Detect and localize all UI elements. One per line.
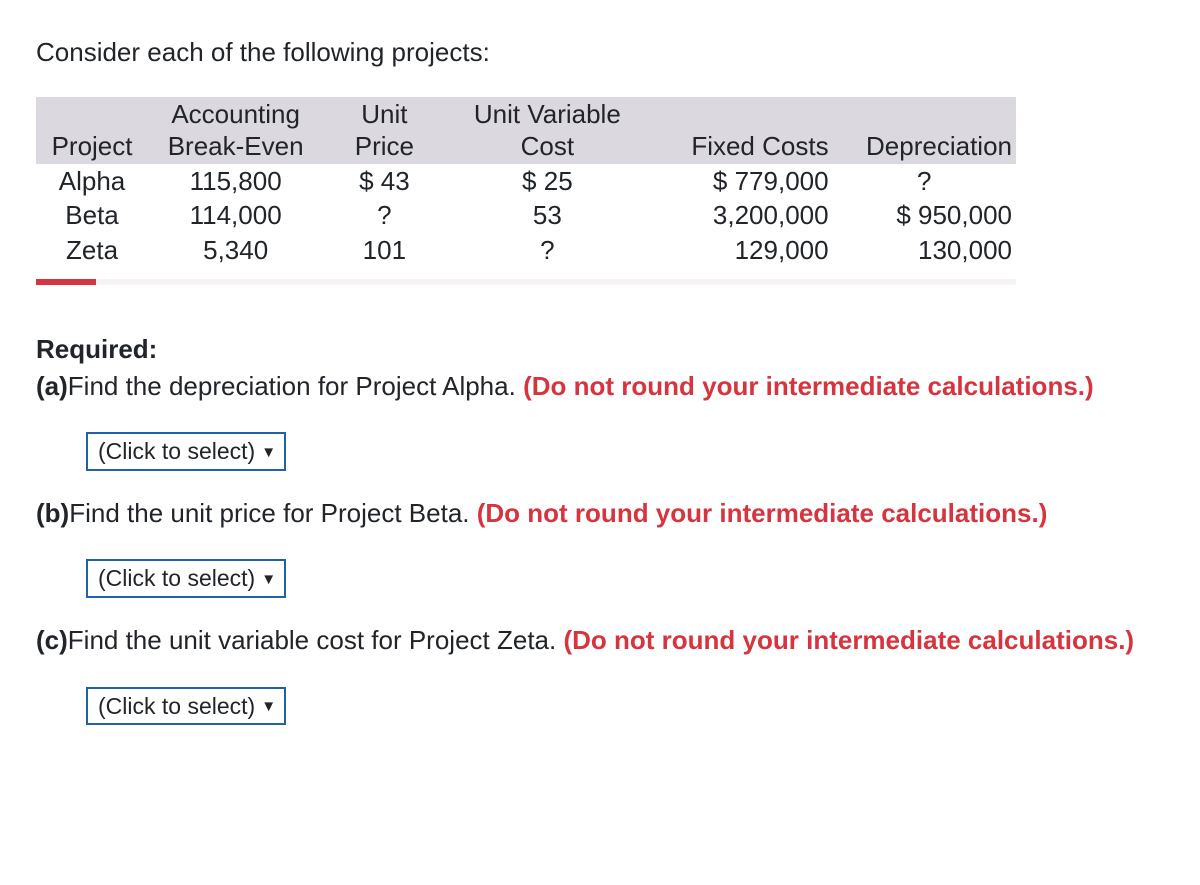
required-heading: Required: [36, 333, 1164, 366]
col-header: Unit Price [323, 97, 445, 164]
select-placeholder: (Click to select) [98, 692, 255, 721]
table-header: Project Accounting Break-Even Unit Price… [36, 97, 1016, 164]
cell-abe: 5,340 [148, 233, 323, 268]
part-hint: (Do not round your intermediate calculat… [477, 498, 1048, 528]
part-hint: (Do not round your intermediate calculat… [563, 625, 1134, 655]
projects-table: Project Accounting Break-Even Unit Price… [36, 97, 1016, 268]
cell-up: ? [323, 198, 445, 233]
part-text: Find the unit variable cost for Project … [68, 625, 564, 655]
data-table-wrap: Project Accounting Break-Even Unit Price… [36, 97, 1164, 286]
part-label: (c) [36, 625, 68, 655]
chevron-down-icon: ▼ [261, 572, 276, 587]
answer-select-a[interactable]: (Click to select) ▼ [86, 432, 286, 471]
col-header: Fixed Costs [649, 97, 832, 164]
cell-dep: ? [833, 164, 1016, 199]
part-text: Find the unit price for Project Beta. [69, 498, 477, 528]
cell-uvc: 53 [445, 198, 649, 233]
cell-up: $ 43 [323, 164, 445, 199]
cell-project: Alpha [36, 164, 148, 199]
cell-project: Zeta [36, 233, 148, 268]
table-row: Zeta 5,340 101 ? 129,000 130,000 [36, 233, 1016, 268]
select-placeholder: (Click to select) [98, 564, 255, 593]
answer-select-c[interactable]: (Click to select) ▼ [86, 687, 286, 726]
col-header: Accounting Break-Even [148, 97, 323, 164]
cell-abe: 114,000 [148, 198, 323, 233]
answer-select-b[interactable]: (Click to select) ▼ [86, 559, 286, 598]
table-row: Beta 114,000 ? 53 3,200,000 $ 950,000 [36, 198, 1016, 233]
select-placeholder: (Click to select) [98, 437, 255, 466]
part-hint: (Do not round your intermediate calculat… [523, 371, 1094, 401]
col-header: Unit Variable Cost [445, 97, 649, 164]
table-accent-bar [36, 279, 1016, 285]
cell-fc: 3,200,000 [649, 198, 832, 233]
cell-fc: 129,000 [649, 233, 832, 268]
part-label: (b) [36, 498, 69, 528]
cell-up: 101 [323, 233, 445, 268]
chevron-down-icon: ▼ [261, 445, 276, 460]
cell-abe: 115,800 [148, 164, 323, 199]
part-label: (a) [36, 371, 68, 401]
cell-dep: $ 950,000 [833, 198, 1016, 233]
chevron-down-icon: ▼ [261, 699, 276, 714]
part-text: Find the depreciation for Project Alpha. [68, 371, 523, 401]
cell-project: Beta [36, 198, 148, 233]
part-b: (b)Find the unit price for Project Beta.… [36, 497, 1164, 530]
part-a: (a)Find the depreciation for Project Alp… [36, 370, 1164, 403]
table-row: Alpha 115,800 $ 43 $ 25 $ 779,000 ? [36, 164, 1016, 199]
intro-text: Consider each of the following projects: [36, 36, 1164, 69]
cell-dep: 130,000 [833, 233, 1016, 268]
col-header: Project [36, 97, 148, 164]
part-c: (c)Find the unit variable cost for Proje… [36, 624, 1164, 657]
cell-uvc: $ 25 [445, 164, 649, 199]
col-header: Depreciation [833, 97, 1016, 164]
cell-uvc: ? [445, 233, 649, 268]
cell-fc: $ 779,000 [649, 164, 832, 199]
